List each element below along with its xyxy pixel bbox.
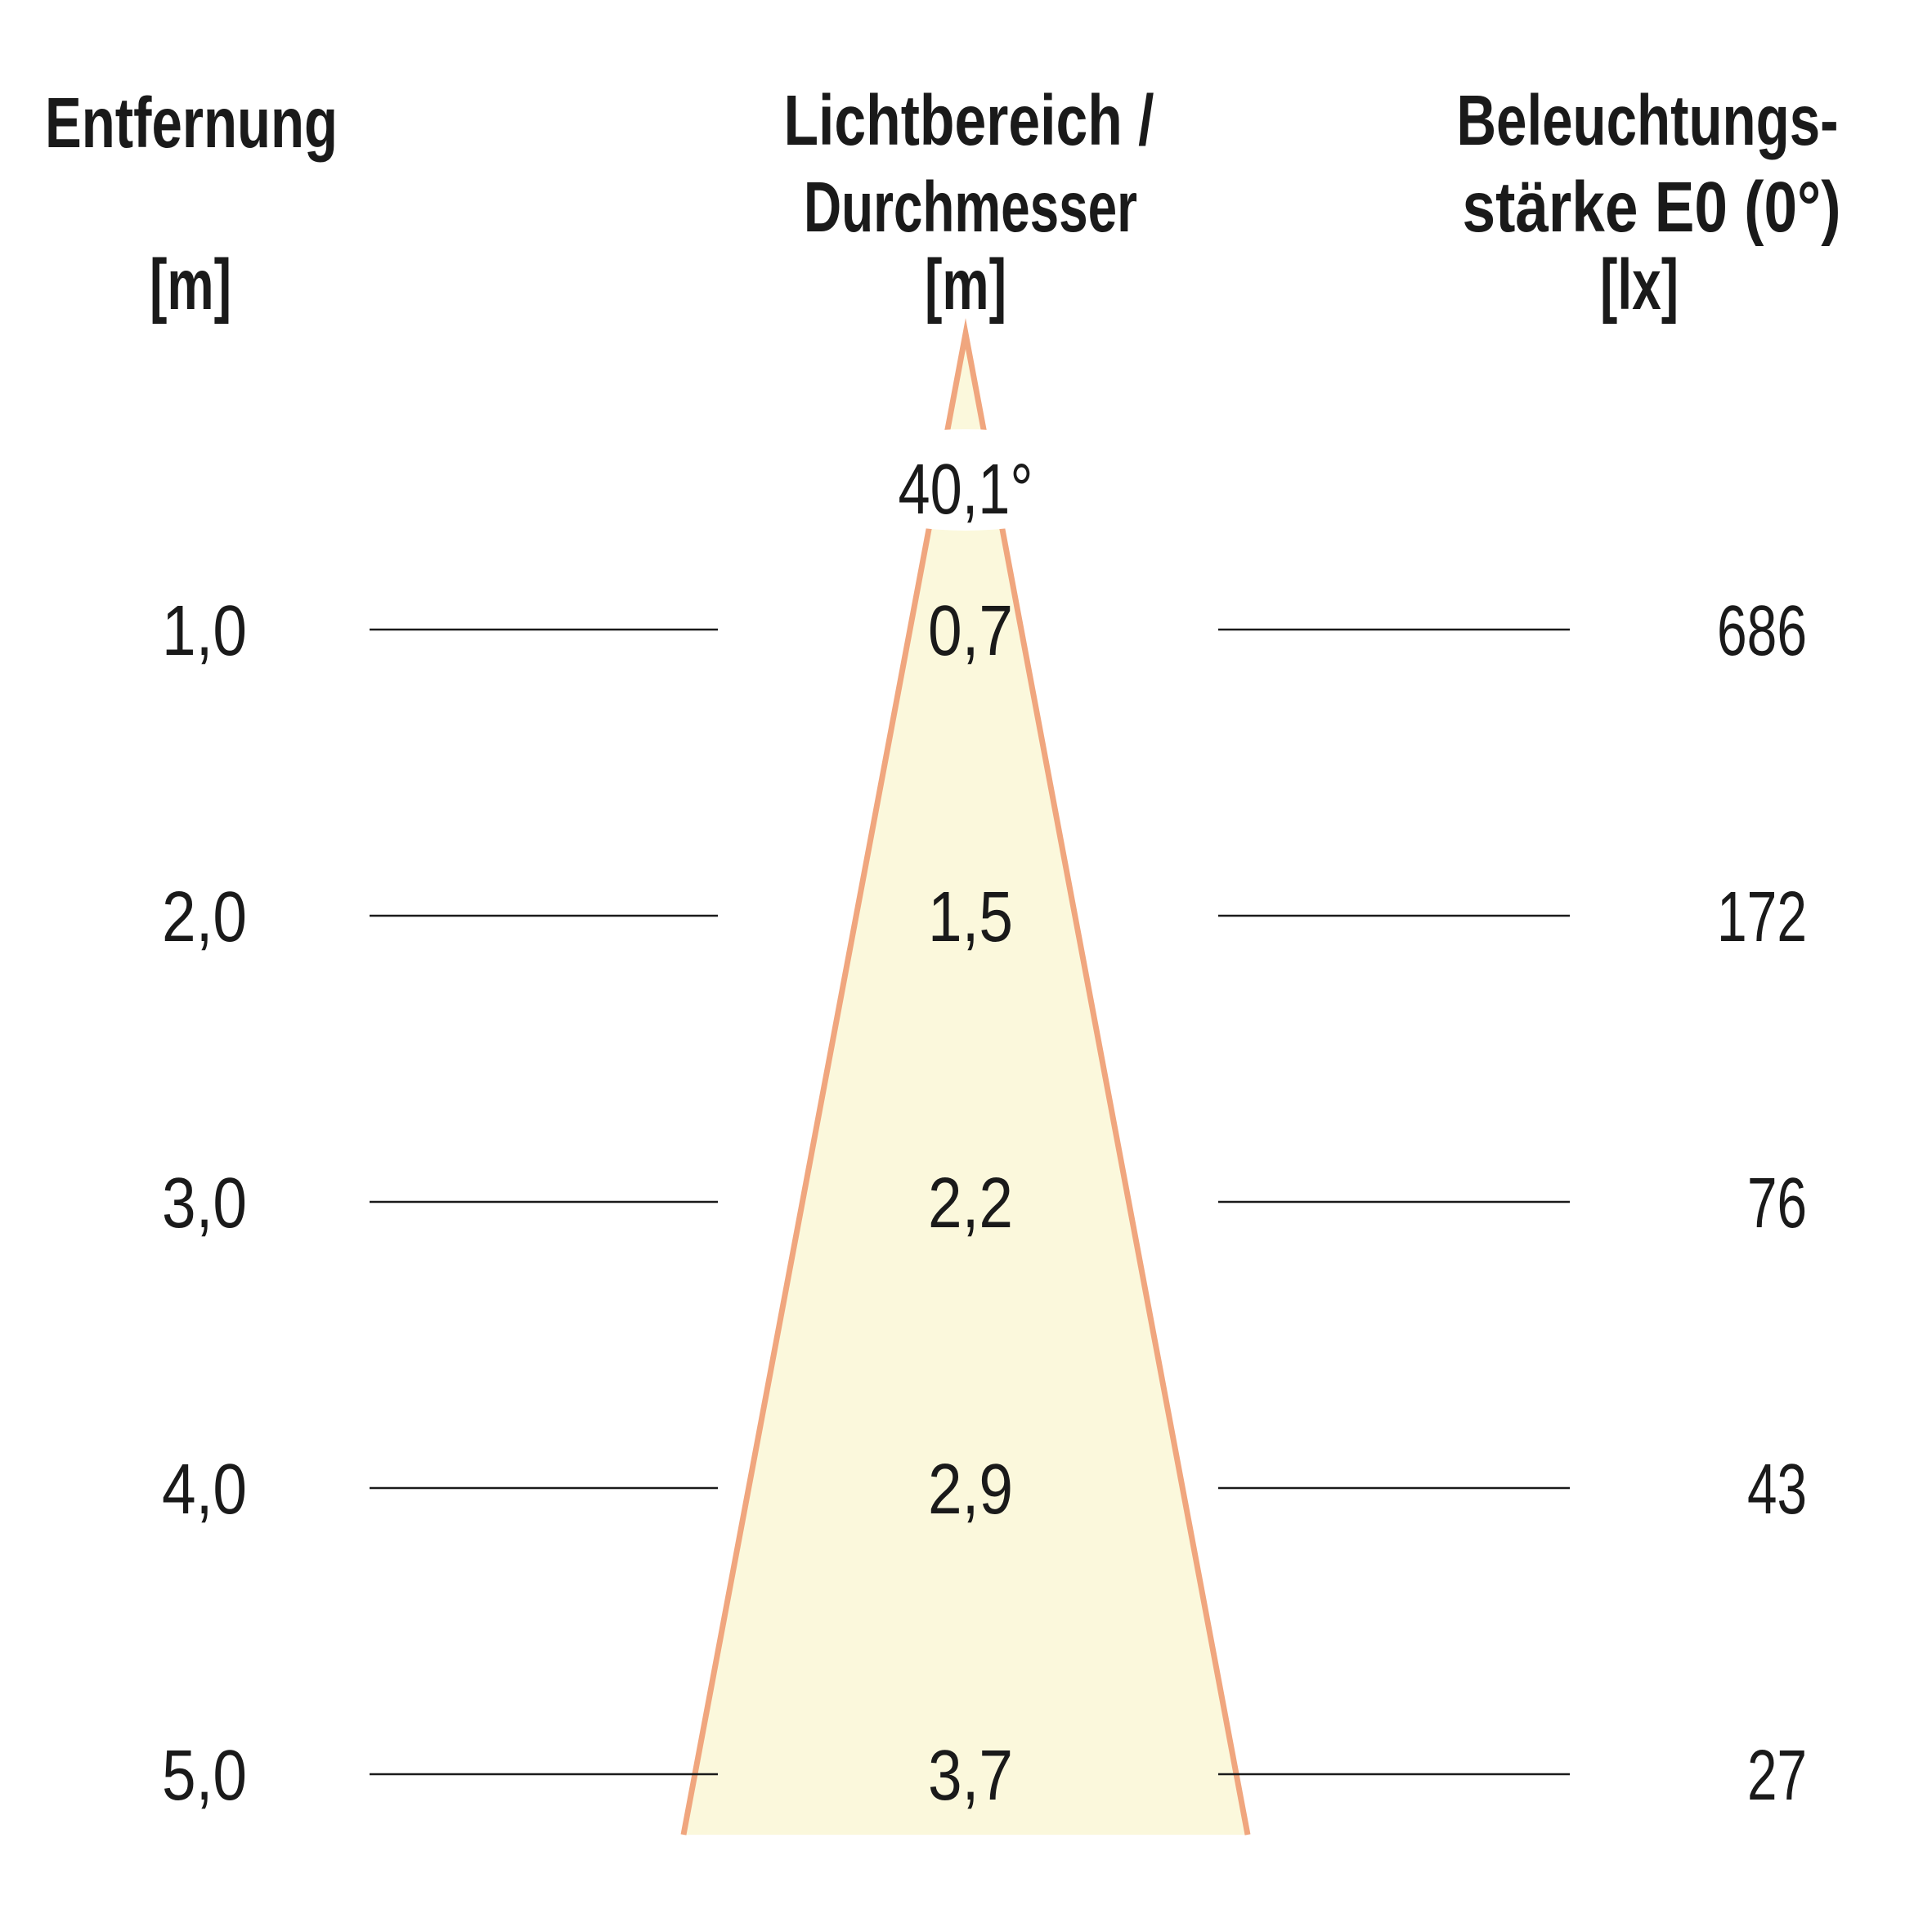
illuminance-column-unit: [lx] (1600, 245, 1679, 325)
distance-value: 1,0 (162, 591, 247, 670)
beam-column-title-line1: Lichtbereich / (784, 81, 1154, 160)
distance-column-title: Entfernung (45, 83, 338, 163)
beam-angle-value: 40,1° (899, 450, 1033, 529)
diameter-value: 2,2 (928, 1163, 1013, 1243)
beam-angle-label-mask (827, 429, 1105, 531)
distance-value: 5,0 (162, 1736, 247, 1815)
illuminance-value: 27 (1747, 1736, 1807, 1815)
distance-value: 4,0 (162, 1450, 247, 1529)
illuminance-value: 172 (1717, 877, 1807, 957)
illuminance-value: 43 (1747, 1450, 1807, 1529)
distance-value: 2,0 (162, 877, 247, 957)
light-cone-fill (684, 334, 1248, 1835)
diameter-value: 0,7 (928, 591, 1013, 670)
illuminance-value: 76 (1747, 1163, 1807, 1243)
illuminance-column-title-line1: Beleuchtungs- (1457, 81, 1839, 160)
beam-column-title-line2: Durchmesser (804, 168, 1137, 247)
beam-column-unit: [m] (925, 245, 1006, 325)
diameter-value: 2,9 (928, 1450, 1013, 1529)
distance-value: 3,0 (162, 1163, 247, 1243)
light-cone-outline (680, 318, 1251, 1836)
illuminance-value: 686 (1717, 591, 1807, 670)
illuminance-column-title-line2: stärke E0 (0°) (1463, 168, 1841, 247)
diameter-value: 3,7 (928, 1736, 1013, 1815)
distance-column-unit: [m] (150, 245, 231, 325)
diameter-value: 1,5 (928, 877, 1013, 957)
